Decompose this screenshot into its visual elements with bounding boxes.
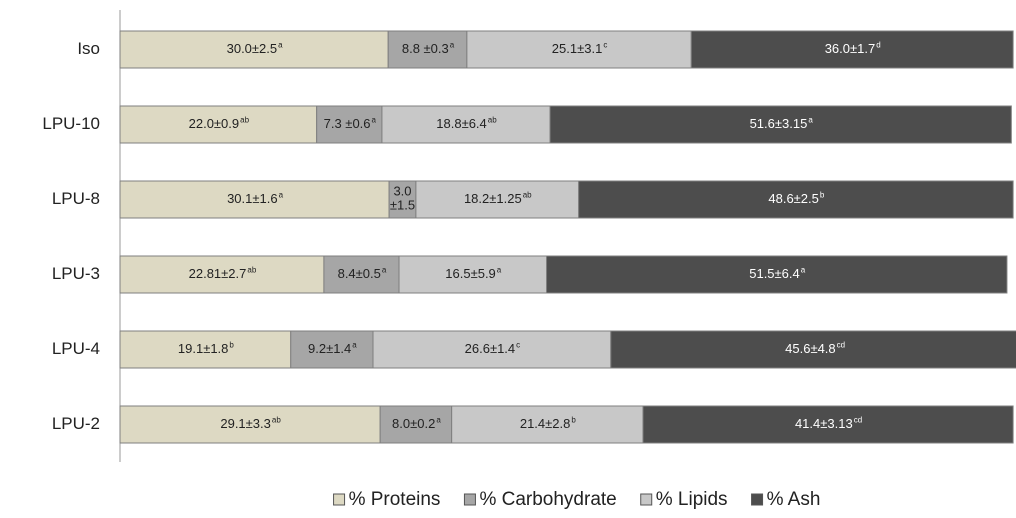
y-tick-label: LPU-3 (52, 264, 100, 283)
value-label: 18.8±6.4 (436, 116, 487, 131)
value-label-superscript: ab (488, 116, 497, 125)
bar-segment (387, 30, 468, 69)
bar-segment (119, 180, 390, 219)
value-label: 41.4±3.13 (795, 416, 853, 431)
value-label-superscript: ab (523, 191, 532, 200)
bar-segment (578, 180, 1014, 219)
bar-segment (323, 255, 400, 294)
value-label: 19.1±1.8 (178, 341, 229, 356)
value-label-superscript: b (820, 191, 825, 200)
value-label-superscript: a (497, 266, 502, 275)
value-label: 22.0±0.9 (189, 116, 240, 131)
bar-segment (415, 180, 580, 219)
value-label-superscript: a (372, 116, 377, 125)
value-label-superscript: a (279, 191, 284, 200)
bar-segment (388, 180, 417, 219)
bar-segment (466, 30, 692, 69)
value-label: 25.1±3.1 (552, 41, 603, 56)
value-label: 8.4±0.5 (338, 266, 381, 281)
value-label: 51.5±6.4 (749, 266, 800, 281)
y-tick-label: Iso (77, 39, 100, 58)
legend-swatch (463, 493, 476, 506)
value-label: 21.4±2.8 (520, 416, 571, 431)
value-label: 26.6±1.4 (465, 341, 516, 356)
legend-swatch (751, 493, 764, 506)
value-label: 7.3 ±0.6 (324, 116, 371, 131)
value-label: 45.6±4.8 (785, 341, 836, 356)
legend-label: % Lipids (656, 489, 728, 510)
bar-segment (119, 405, 381, 444)
y-tick-label: LPU-8 (52, 189, 100, 208)
value-label-superscript: a (436, 416, 441, 425)
value-label: 3.0 ±1.5 (390, 184, 415, 213)
value-label: 30.1±1.6 (227, 191, 278, 206)
value-label: 9.2±1.4 (308, 341, 351, 356)
value-label: 22.81±2.7 (189, 266, 247, 281)
legend-label: % Proteins (349, 489, 441, 510)
value-label: 16.5±5.9 (445, 266, 496, 281)
legend-label: % Carbohydrate (479, 489, 616, 510)
bar-segment (549, 105, 1012, 144)
legend-label: % Ash (767, 489, 821, 510)
y-tick-label: LPU-10 (42, 114, 100, 133)
value-label-superscript: c (516, 341, 520, 350)
bar-segment (119, 330, 292, 369)
value-label-superscript: cd (837, 341, 845, 350)
y-tick-label: LPU-2 (52, 414, 100, 433)
value-label-superscript: b (571, 416, 576, 425)
bar-segment (451, 405, 644, 444)
value-label-superscript: c (603, 41, 607, 50)
value-label-superscript: a (450, 41, 455, 50)
value-label: 29.1±3.3 (220, 416, 271, 431)
value-label-superscript: ab (247, 266, 256, 275)
value-label-superscript: cd (854, 416, 862, 425)
bar-segment (546, 255, 1008, 294)
value-label-superscript: ab (240, 116, 249, 125)
legend-swatch (333, 493, 346, 506)
bar-segment (398, 255, 548, 294)
value-label-superscript: a (382, 266, 387, 275)
value-label-superscript: a (801, 266, 806, 275)
value-label: 30.0±2.5 (227, 41, 278, 56)
value-label: 51.6±3.15 (750, 116, 808, 131)
value-label: 8.0±0.2 (392, 416, 435, 431)
value-label-superscript: d (876, 41, 880, 50)
value-label-superscript: ab (272, 416, 281, 425)
bar-segment (119, 255, 325, 294)
y-tick-label: LPU-4 (52, 339, 100, 358)
bar-segment (610, 330, 1016, 369)
bar-segment (290, 330, 374, 369)
bar-segment (316, 105, 383, 144)
bar-segment (690, 30, 1014, 69)
value-label: 48.6±2.5 (768, 191, 819, 206)
bar-segment (642, 405, 1014, 444)
value-label-superscript: a (352, 341, 357, 350)
value-label: 36.0±1.7 (825, 41, 876, 56)
value-label-superscript: a (278, 41, 283, 50)
value-label: 8.8 ±0.3 (402, 41, 449, 56)
legend-swatch (640, 493, 653, 506)
value-label: 18.2±1.25 (464, 191, 522, 206)
value-label-superscript: b (229, 341, 234, 350)
value-label-superscript: a (808, 116, 813, 125)
bar-segment (372, 330, 612, 369)
